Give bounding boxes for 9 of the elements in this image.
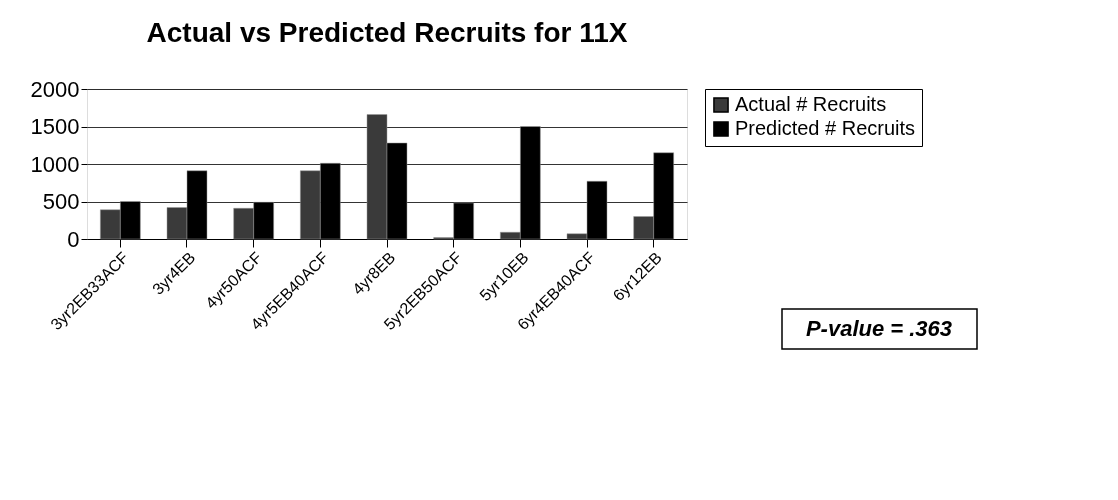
y-tick-label: 1000 bbox=[30, 151, 80, 177]
legend-label: Predicted # Recruits bbox=[735, 117, 916, 139]
text: P-value = .363 bbox=[805, 316, 953, 341]
legend-label: Actual # Recruits bbox=[735, 93, 887, 115]
y-tick-label: 500 bbox=[42, 189, 80, 214]
y-tick-label: 0 bbox=[67, 226, 80, 252]
chart-title: Actual vs Predicted Recruits for 11X bbox=[146, 17, 628, 48]
y-tick-label: 1500 bbox=[30, 114, 80, 139]
y-tick-label: 2000 bbox=[30, 76, 80, 102]
